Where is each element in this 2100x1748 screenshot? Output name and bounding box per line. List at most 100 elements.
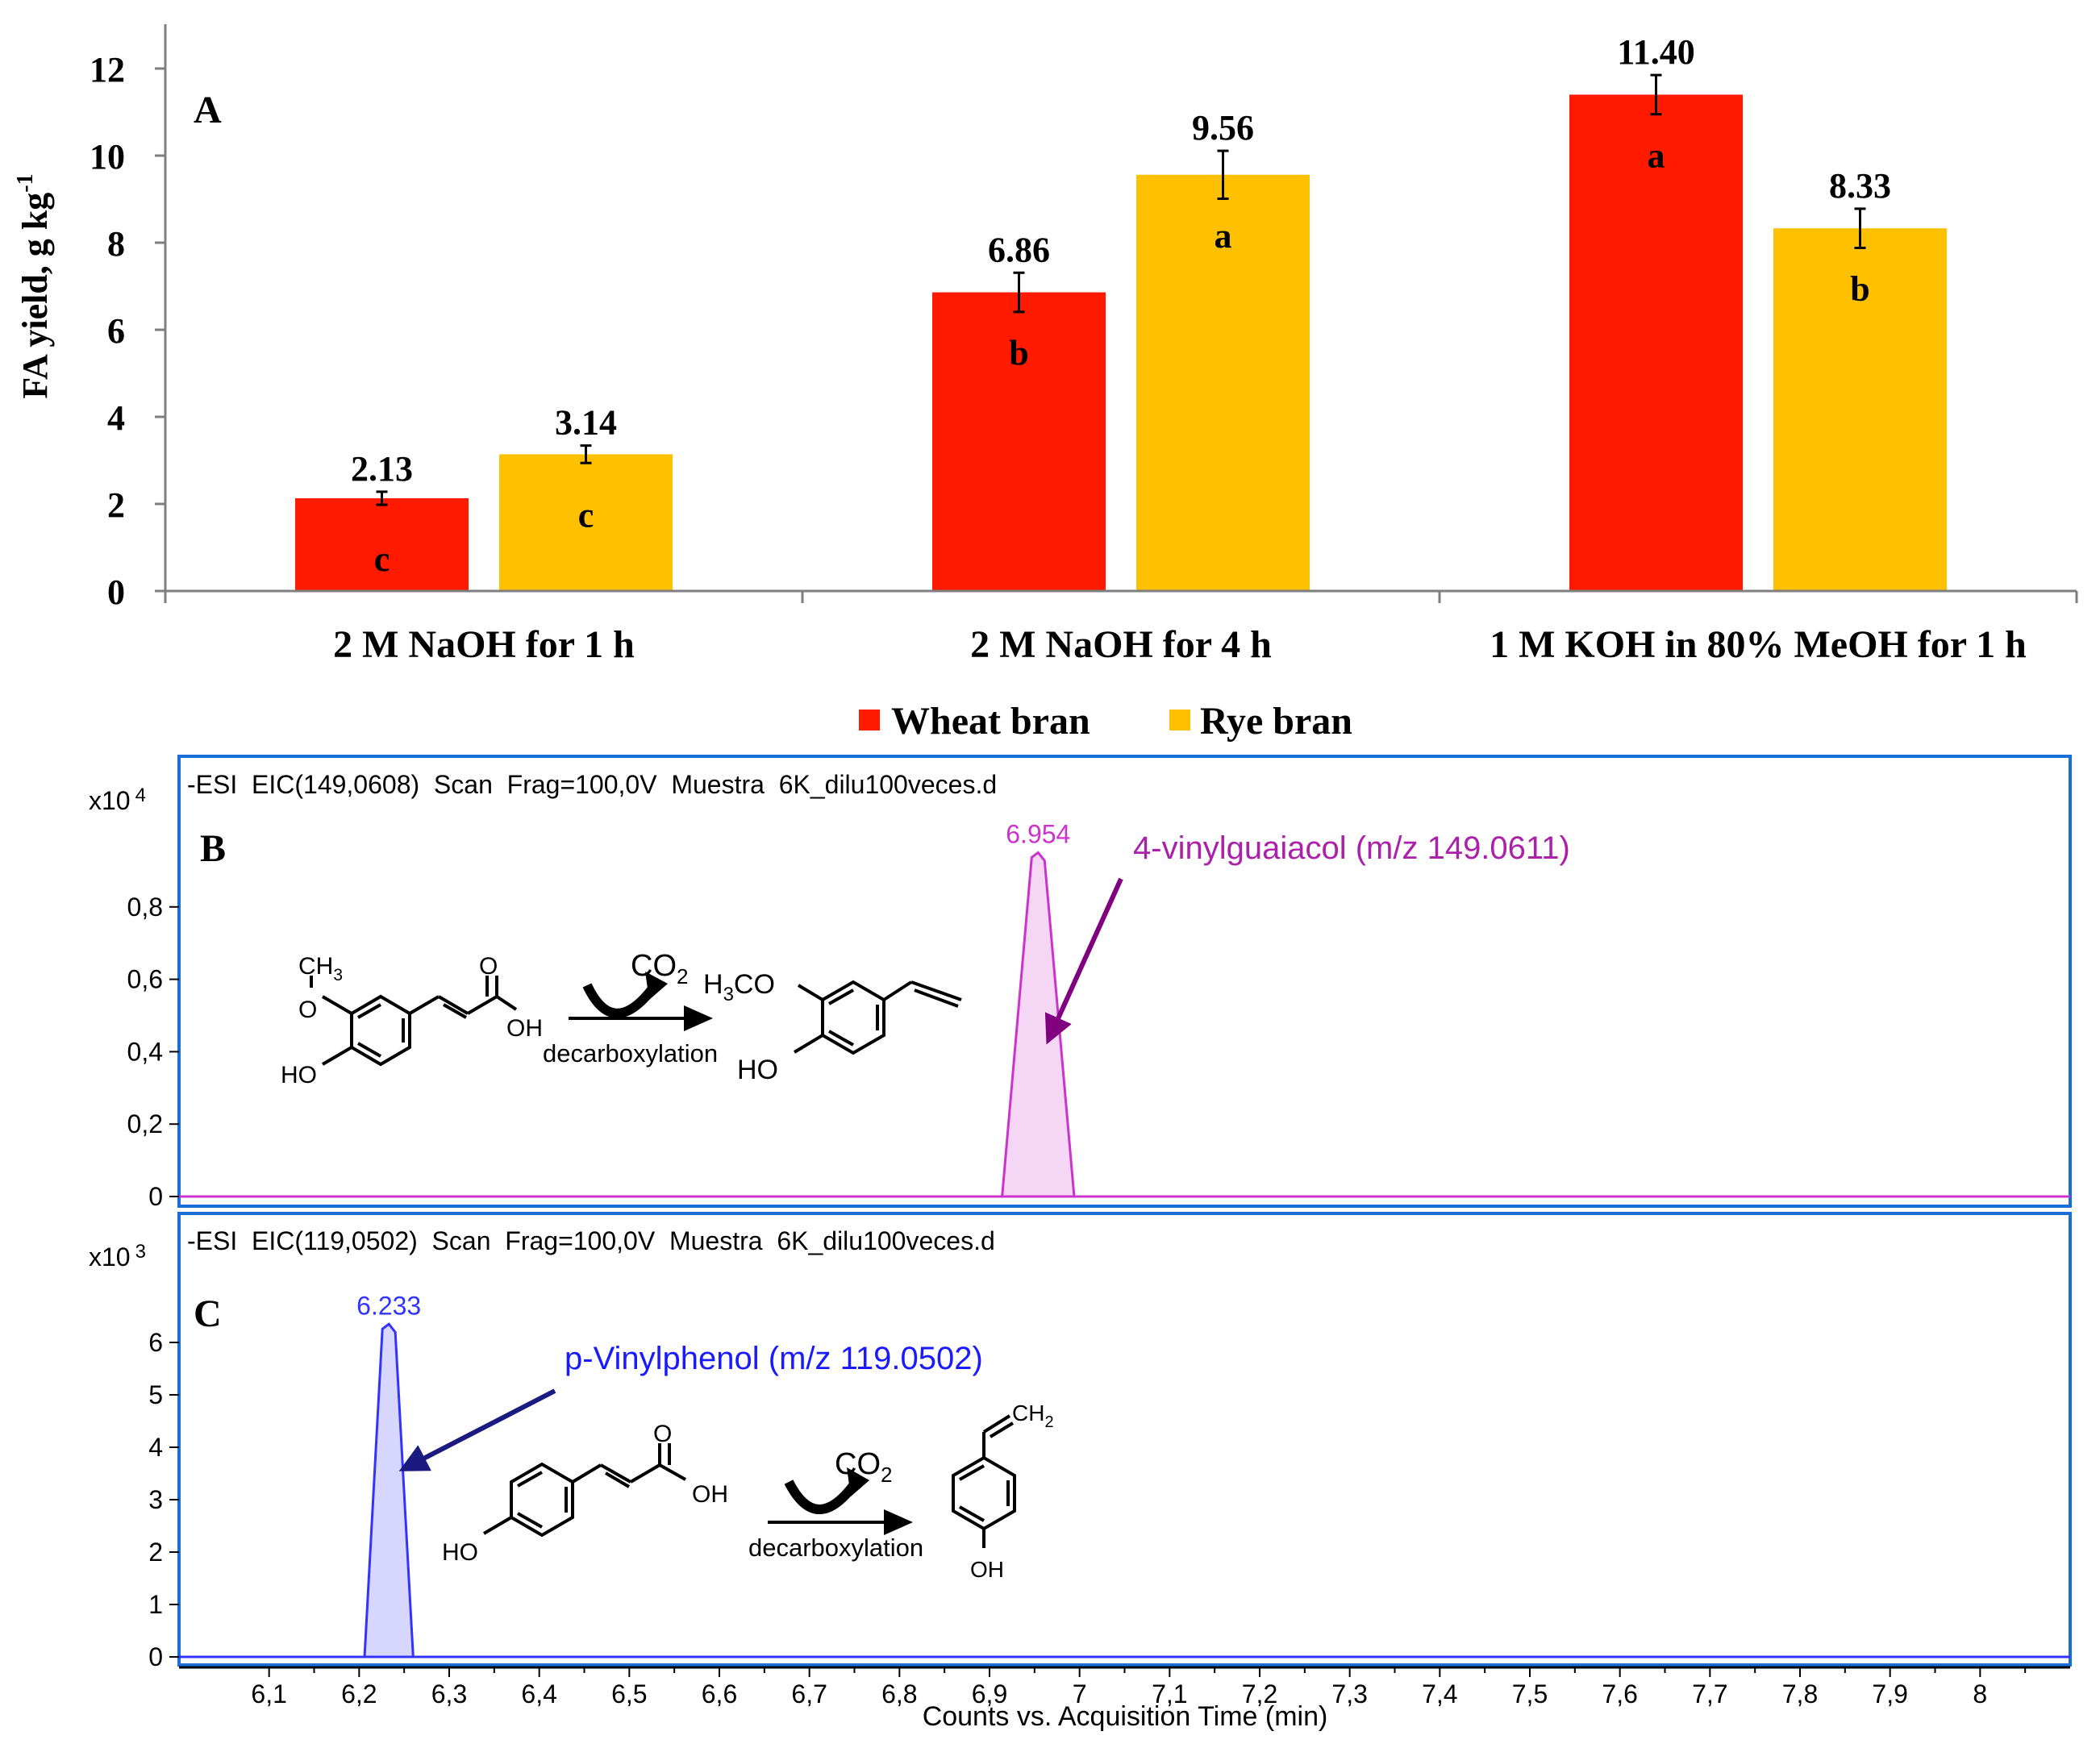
legend-label-rye: Rye bran (1200, 700, 1352, 743)
panel-b-scale: x10 4 (89, 785, 146, 815)
co2-curved-arrow (784, 1480, 859, 1514)
bond (914, 988, 959, 1008)
chem-label: CO2 (631, 949, 688, 988)
y-tick-label: 0,6 (127, 965, 163, 994)
x-tick-label: 6,3 (431, 1679, 467, 1708)
legend-swatch-rye (1169, 710, 1190, 730)
bar-labels: 2.13 c 3.14 c 6.86 b 9.56 a 11.40 a 8.33 b (351, 32, 1891, 579)
chem-label: HO (737, 1055, 778, 1085)
y-tick-label: 0,4 (127, 1037, 163, 1066)
panel-c-trace (179, 1322, 2070, 1659)
scale-exponent: 3 (135, 1241, 146, 1263)
x-category-label: 1 M KOH in 80% MeOH for 1 h (1490, 623, 2027, 666)
chromatogram-panel-c: -ESI EIC(119,0502) Scan Frag=100,0V Mues… (89, 1212, 2072, 1671)
significance-letter: c (374, 539, 390, 579)
y-tick-label: 0 (148, 1182, 163, 1211)
scale-base: x10 (89, 786, 131, 815)
bond (495, 995, 518, 1011)
reaction-label: decarboxylation (748, 1534, 923, 1562)
y-axis-ticks: 0 2 4 6 8 10 12 (90, 50, 165, 612)
aromatic-bond (517, 1512, 543, 1529)
benzene-ring (952, 1455, 1016, 1531)
y-axis-label-text: FA yield, g kg (15, 193, 55, 399)
bond (659, 1463, 686, 1481)
aromatic-bond (959, 1505, 985, 1522)
bond (882, 980, 913, 1001)
x-tick-label: 7,3 (1331, 1679, 1367, 1708)
x-tick-label: 7,1 (1152, 1679, 1187, 1708)
x-category-label: 2 M NaOH for 1 h (333, 623, 635, 666)
co2-arrowhead (645, 972, 668, 1000)
bond (629, 1463, 661, 1484)
x-tick-label: 7,4 (1422, 1679, 1457, 1708)
y-tick-label: 5 (148, 1380, 163, 1409)
chem-label: CH2 (1012, 1400, 1054, 1431)
y-tick-label: 1 (148, 1590, 163, 1619)
bond (408, 995, 440, 1015)
aromatic-bond (828, 1030, 854, 1047)
significance-letter: b (1850, 269, 1869, 309)
value-label: 8.33 (1829, 166, 1891, 206)
value-label: 2.13 (351, 449, 413, 489)
x-tick-label: 7,2 (1242, 1679, 1277, 1708)
panel-c-y-axis: 0 1 2 3 4 5 6 (148, 1328, 179, 1671)
panel-b-trace (179, 851, 2070, 1198)
bond (600, 1463, 631, 1484)
bond (466, 995, 498, 1015)
scale-base: x10 (89, 1242, 131, 1271)
bar-wheat (1569, 94, 1743, 591)
chem-label: OH (692, 1481, 728, 1508)
bond (443, 1003, 467, 1019)
value-label: 3.14 (555, 403, 617, 443)
bond (910, 980, 962, 1001)
chem-label: CO2 (835, 1447, 892, 1487)
y-axis-label-sup: -1 (13, 173, 38, 192)
value-label: 9.56 (1192, 108, 1254, 148)
y-tick-label: 0,2 (127, 1109, 163, 1138)
aromatic-bond (517, 1471, 543, 1488)
benzene-ring (350, 994, 411, 1067)
peak (363, 1322, 415, 1659)
y-tick-label: 4 (107, 398, 125, 438)
legend: Wheat bran Rye bran (859, 700, 1352, 743)
x-tick-label: 6,8 (881, 1679, 917, 1708)
bond (604, 1471, 631, 1488)
chem-label: HO (281, 1062, 317, 1088)
bond (797, 984, 824, 1001)
annotation-arrow (1044, 877, 1123, 1045)
x-tick-label: 7,5 (1512, 1679, 1548, 1708)
reaction-label: decarboxylation (543, 1039, 718, 1068)
bond (321, 995, 353, 1015)
bar-wheat (295, 497, 469, 591)
chem-label: CH3 (298, 953, 343, 984)
compound-annotation: 4-vinylguaiacol (m/z 149.0611) (1133, 830, 1570, 866)
x-tick-label: 7 (1073, 1679, 1087, 1708)
y-tick-label: 6 (107, 311, 125, 351)
y-tick-label: 6 (148, 1328, 163, 1357)
panel-letter-c: C (194, 1292, 222, 1335)
panel-c-header: -ESI EIC(119,0502) Scan Frag=100,0V Mues… (187, 1226, 995, 1255)
x-tick-label: 7,7 (1692, 1679, 1727, 1708)
significance-letter: a (1215, 216, 1232, 256)
panel-letter-b: B (200, 827, 226, 870)
x-tick-label: 8 (1973, 1679, 1987, 1708)
panel-c-scale: x10 3 (89, 1241, 146, 1271)
x-tick-label: 6,7 (791, 1679, 827, 1708)
y-tick-label: 2 (148, 1538, 163, 1567)
peak-label: 6.233 (356, 1291, 421, 1320)
panel-c-frame (177, 1212, 2072, 1667)
compound-annotation: p-Vinylphenol (m/z 119.0502) (565, 1341, 983, 1376)
legend-label-wheat: Wheat bran (891, 700, 1090, 743)
chem-label: H3CO (703, 969, 775, 1005)
bond (321, 1046, 353, 1066)
y-tick-label: 12 (90, 50, 125, 89)
y-tick-label: 2 (107, 485, 125, 525)
co2-curved-arrow (582, 983, 657, 1018)
legend-swatch-wheat (859, 710, 880, 730)
x-tick-label: 7,6 (1602, 1679, 1637, 1708)
significance-letter: c (578, 495, 594, 535)
panel-letter-a: A (194, 89, 222, 131)
significance-letter: b (1009, 334, 1028, 373)
x-tick-label: 6,4 (521, 1679, 556, 1708)
